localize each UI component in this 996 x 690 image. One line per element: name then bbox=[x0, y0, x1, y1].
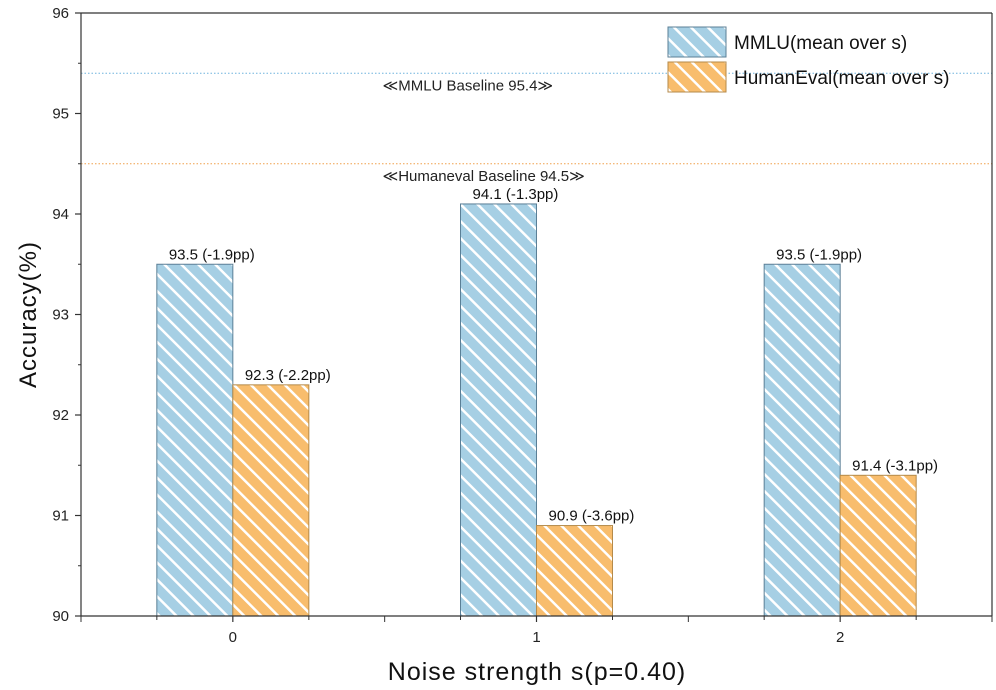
x-tick-label-0: 0 bbox=[229, 629, 237, 646]
data-label-humaneval-2: 91.4 (-3.1pp) bbox=[852, 457, 938, 474]
y-tick-label-91: 91 bbox=[52, 508, 69, 525]
x-tick-label-2: 2 bbox=[836, 629, 844, 646]
bar-mmlu-2 bbox=[763, 263, 841, 617]
y-axis-title: Accuracy(%) bbox=[15, 241, 42, 388]
x-tick-label-1: 1 bbox=[532, 629, 540, 646]
legend-swatch-humaneval bbox=[667, 61, 727, 93]
legend-swatch-mmlu bbox=[667, 26, 727, 58]
bar-humaneval-2 bbox=[839, 474, 917, 617]
baseline-label-1: ≪Humaneval Baseline 94.5≫ bbox=[383, 168, 585, 185]
legend-label-mmlu: MMLU(mean over s) bbox=[734, 33, 907, 54]
data-label-mmlu-0: 93.5 (-1.9pp) bbox=[169, 246, 255, 263]
y-tick-label-90: 90 bbox=[52, 608, 69, 625]
bar-humaneval-0 bbox=[232, 384, 310, 617]
baseline-label-0: ≪MMLU Baseline 95.4≫ bbox=[383, 77, 554, 94]
y-tick-label-94: 94 bbox=[52, 206, 69, 223]
data-label-humaneval-1: 90.9 (-3.6pp) bbox=[549, 508, 635, 525]
bar-mmlu-0 bbox=[156, 263, 234, 617]
data-label-mmlu-2: 93.5 (-1.9pp) bbox=[776, 246, 862, 263]
y-tick-label-93: 93 bbox=[52, 307, 69, 324]
y-tick-label-96: 96 bbox=[52, 5, 69, 22]
y-tick-label-95: 95 bbox=[52, 106, 69, 123]
data-label-mmlu-1: 94.1 (-1.3pp) bbox=[473, 186, 559, 203]
data-label-humaneval-0: 92.3 (-2.2pp) bbox=[245, 367, 331, 384]
legend-label-humaneval: HumanEval(mean over s) bbox=[734, 68, 949, 89]
y-tick-label-92: 92 bbox=[52, 407, 69, 424]
x-axis-title: Noise strength s(p=0.40) bbox=[388, 658, 686, 686]
bar-humaneval-1 bbox=[536, 525, 613, 617]
bar-mmlu-1 bbox=[460, 203, 537, 617]
